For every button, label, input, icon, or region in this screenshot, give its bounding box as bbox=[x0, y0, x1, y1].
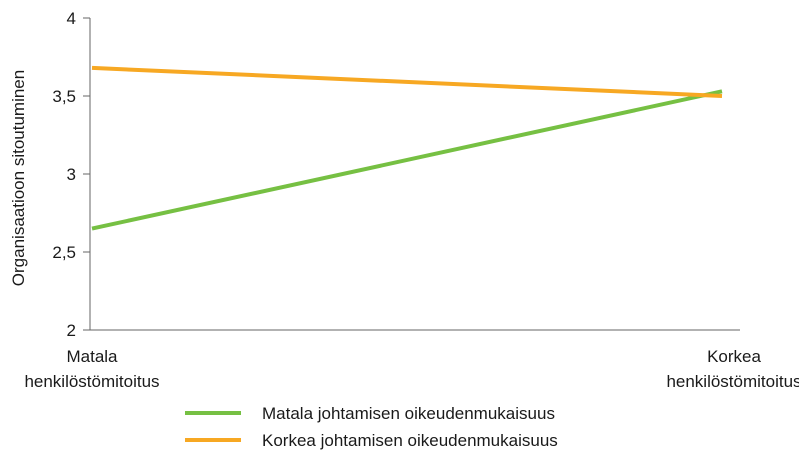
series-lines bbox=[91, 65, 723, 231]
x-tick-label: henkilöstömitoitus bbox=[24, 372, 159, 391]
x-axis-labels: Matala henkilöstömitoitus Korkea henkilöstö… bbox=[24, 347, 799, 391]
legend: Matala johtamisen oikeudenmukaisuus Korke… bbox=[185, 404, 558, 450]
series-line bbox=[91, 65, 723, 98]
legend-label: Korkea johtamisen oikeudenmukaisuus bbox=[262, 431, 558, 450]
x-tick-label: henkilöstömitoitus bbox=[666, 372, 799, 391]
y-tick-label: 3 bbox=[67, 165, 76, 184]
y-tick-label: 4 bbox=[67, 9, 76, 28]
x-tick-label: Korkea bbox=[707, 347, 761, 366]
legend-label: Matala johtamisen oikeudenmukaisuus bbox=[262, 404, 555, 423]
y-tick-label: 2,5 bbox=[52, 243, 76, 262]
series-line bbox=[91, 89, 723, 231]
x-tick-label: Matala bbox=[66, 347, 118, 366]
y-tick-label: 2 bbox=[67, 321, 76, 340]
y-axis-ticks: 2 2,5 3 3,5 4 bbox=[52, 9, 90, 340]
y-axis-title: Organisaatioon sitoutuminen bbox=[9, 70, 28, 286]
y-tick-label: 3,5 bbox=[52, 87, 76, 106]
